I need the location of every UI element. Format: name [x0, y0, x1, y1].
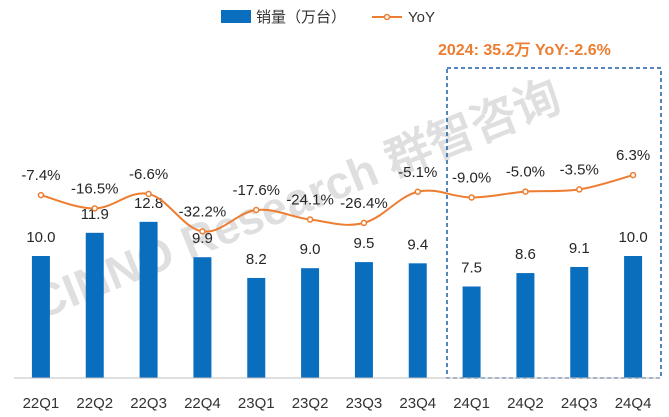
bar-23Q3 [354, 262, 373, 378]
x-tick-labels: 22Q1 22Q2 22Q3 22Q4 23Q1 23Q2 23Q3 23Q4 24Q1 24Q2… [23, 395, 652, 412]
yoy-point-24Q3 [576, 186, 583, 193]
bar-label-23Q1: 8.2 [246, 251, 267, 268]
bar-24Q4 [624, 256, 643, 378]
bar-label-23Q2: 9.0 [300, 241, 321, 258]
bar-label-24Q1: 7.5 [461, 260, 482, 277]
bar-series [31, 221, 643, 378]
yoy-label-23Q1: -17.6% [232, 182, 280, 199]
bar-23Q4 [408, 263, 427, 378]
legend-bar-swatch [221, 10, 251, 23]
legend-line-marker [383, 13, 391, 21]
yoy-point-24Q1 [468, 194, 475, 201]
yoy-label-22Q3: -6.6% [129, 166, 168, 183]
yoy-labels: -7.4% -16.5% -6.6% -32.2% -17.6% -24.1% -26.4%… [21, 147, 650, 220]
yoy-point-24Q2 [522, 188, 529, 195]
legend-bar-label: 销量（万台） [256, 9, 346, 26]
yoy-label-24Q2: -5.0% [506, 164, 545, 181]
x-tick-23Q4: 23Q4 [399, 395, 436, 412]
bar-label-22Q1: 10.0 [26, 229, 55, 246]
yoy-point-23Q2 [306, 216, 314, 223]
yoy-point-23Q3 [360, 219, 368, 227]
yoy-label-22Q1: -7.4% [21, 167, 60, 184]
yoy-point-22Q2 [91, 205, 98, 212]
x-tick-24Q1: 24Q1 [453, 395, 490, 412]
yoy-label-24Q4: 6.3% [616, 147, 650, 164]
yoy-point-23Q1 [253, 206, 260, 214]
yoy-point-22Q3 [145, 190, 152, 198]
bar-labels: 10.0 11.9 12.8 9.9 8.2 9.0 9.5 9.4 7.5 8.6 9.1 10.0 [26, 195, 647, 277]
x-tick-24Q4: 24Q4 [615, 395, 652, 412]
yoy-label-24Q1: -9.0% [452, 169, 491, 186]
bar-22Q4 [193, 257, 212, 378]
yoy-label-23Q3: -26.4% [340, 195, 388, 212]
bar-label-23Q3: 9.5 [353, 235, 374, 252]
bar-label-24Q2: 8.6 [515, 246, 536, 263]
bar-label-24Q4: 10.0 [618, 229, 647, 246]
yoy-label-22Q2: -16.5% [71, 180, 119, 197]
x-tick-23Q3: 23Q3 [346, 395, 383, 412]
bar-22Q3 [139, 221, 158, 378]
bar-22Q1 [31, 256, 50, 378]
bar-23Q1 [247, 277, 266, 378]
bar-23Q2 [301, 268, 320, 378]
bar-label-24Q3: 9.1 [569, 240, 590, 257]
yoy-markers [37, 171, 637, 235]
x-tick-24Q2: 24Q2 [507, 395, 544, 412]
bar-22Q2 [85, 232, 104, 378]
yoy-point-22Q1 [37, 191, 45, 199]
x-tick-24Q3: 24Q3 [561, 395, 598, 412]
legend: 销量（万台） YoY [221, 9, 435, 26]
yoy-label-23Q2: -24.1% [286, 192, 334, 209]
bar-label-23Q4: 9.4 [407, 236, 428, 253]
annotation-2024: 2024: 35.2万 YoY:-2.6% [438, 42, 611, 59]
yoy-point-22Q4 [199, 228, 206, 235]
yoy-label-24Q3: -3.5% [560, 161, 599, 178]
bar-label-22Q3: 12.8 [134, 195, 163, 212]
legend-line-label: YoY [408, 9, 435, 26]
x-tick-23Q1: 23Q1 [238, 395, 275, 412]
x-tick-22Q3: 22Q3 [130, 395, 167, 412]
yoy-label-22Q4: -32.2% [179, 203, 227, 220]
yoy-label-23Q4: -5.1% [398, 164, 437, 181]
yoy-point-24Q4 [629, 171, 637, 179]
x-tick-22Q1: 22Q1 [23, 395, 60, 412]
x-tick-22Q4: 22Q4 [184, 395, 221, 412]
bar-24Q1 [462, 286, 481, 378]
x-tick-22Q2: 22Q2 [76, 395, 113, 412]
bar-label-22Q2: 11.9 [81, 206, 109, 223]
bar-label-22Q4: 9.9 [192, 230, 213, 247]
bar-24Q2 [516, 273, 535, 378]
x-tick-23Q2: 23Q2 [292, 395, 329, 412]
yoy-point-23Q4 [414, 188, 421, 196]
bar-24Q3 [570, 266, 589, 378]
